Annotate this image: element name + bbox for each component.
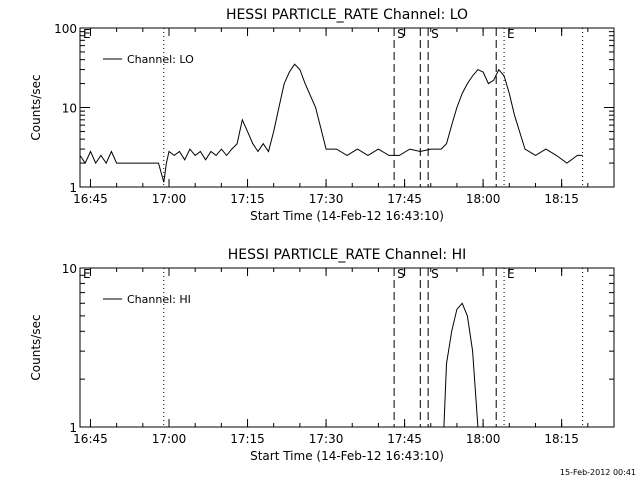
x-axis-label: Start Time (14-Feb-12 16:43:10) xyxy=(250,449,444,463)
plot-frame xyxy=(79,27,615,188)
marker-label: S xyxy=(431,267,439,281)
chart-title: HESSI PARTICLE_RATE Channel: HI xyxy=(228,247,466,263)
marker-label: E xyxy=(507,27,515,41)
x-axis-label: Start Time (14-Feb-12 16:43:10) xyxy=(250,209,444,223)
x-tick-label: 18:00 xyxy=(466,192,501,206)
x-tick-label: 17:45 xyxy=(387,432,422,446)
marker-label: E xyxy=(83,27,91,41)
x-tick-label: 17:30 xyxy=(309,432,344,446)
plot-frame xyxy=(79,267,615,428)
y-axis-label: Counts/sec xyxy=(29,314,43,380)
marker-label: E xyxy=(507,267,515,281)
x-tick-label: 17:00 xyxy=(152,192,187,206)
x-tick-label: 16:45 xyxy=(73,432,108,446)
x-tick-label: 17:30 xyxy=(309,192,344,206)
y-tick-label: 10 xyxy=(62,262,77,276)
legend-label: Channel: HI xyxy=(127,293,191,306)
x-tick-label: 18:15 xyxy=(544,432,579,446)
y-tick-label: 1 xyxy=(69,181,77,195)
y-axis-label: Counts/sec xyxy=(29,74,43,140)
marker-label: E xyxy=(83,267,91,281)
series-line xyxy=(79,63,583,183)
marker-label: S xyxy=(397,27,405,41)
y-tick-label: 1 xyxy=(69,421,77,435)
x-tick-label: 17:00 xyxy=(152,432,187,446)
marker-label: S xyxy=(431,27,439,41)
y-tick-label: 10 xyxy=(62,102,77,116)
figure-timestamp: 15-Feb-2012 00:41 xyxy=(560,468,636,477)
x-tick-label: 18:15 xyxy=(544,192,579,206)
marker-label: S xyxy=(397,267,405,281)
x-tick-label: 17:15 xyxy=(230,432,265,446)
legend-label: Channel: LO xyxy=(127,53,194,66)
x-tick-label: 17:15 xyxy=(230,192,265,206)
y-tick-label: 100 xyxy=(54,22,77,36)
chart-title: HESSI PARTICLE_RATE Channel: LO xyxy=(226,7,468,23)
series-line xyxy=(443,302,479,428)
x-tick-label: 17:45 xyxy=(387,192,422,206)
x-tick-label: 18:00 xyxy=(466,432,501,446)
x-tick-label: 16:45 xyxy=(73,192,108,206)
